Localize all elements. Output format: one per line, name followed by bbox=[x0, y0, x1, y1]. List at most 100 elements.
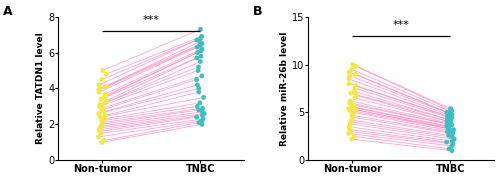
Point bbox=[352, 108, 360, 111]
Y-axis label: Relative TATDN1 level: Relative TATDN1 level bbox=[36, 33, 45, 144]
Point bbox=[197, 55, 205, 58]
Point bbox=[97, 132, 105, 135]
Point bbox=[447, 117, 455, 120]
Point bbox=[100, 139, 108, 142]
Point bbox=[448, 149, 456, 152]
Point bbox=[352, 94, 360, 97]
Point bbox=[348, 121, 356, 123]
Point bbox=[442, 141, 450, 143]
Point bbox=[448, 132, 456, 135]
Point bbox=[196, 101, 204, 104]
Point bbox=[444, 122, 452, 124]
Point bbox=[450, 128, 458, 131]
Point bbox=[352, 73, 360, 76]
Point bbox=[346, 125, 354, 128]
Y-axis label: Relative miR-26b level: Relative miR-26b level bbox=[280, 31, 289, 146]
Point bbox=[96, 116, 104, 119]
Text: B: B bbox=[252, 5, 262, 18]
Point bbox=[348, 119, 356, 122]
Point bbox=[95, 91, 103, 93]
Point bbox=[192, 116, 200, 119]
Point bbox=[346, 101, 354, 104]
Point bbox=[352, 65, 360, 68]
Point bbox=[99, 121, 107, 124]
Point bbox=[102, 100, 110, 102]
Point bbox=[196, 40, 203, 43]
Point bbox=[98, 123, 106, 126]
Point bbox=[194, 109, 202, 111]
Point bbox=[98, 125, 106, 128]
Point bbox=[196, 60, 204, 63]
Point bbox=[98, 119, 106, 122]
Point bbox=[95, 89, 103, 92]
Point bbox=[100, 118, 108, 120]
Point bbox=[99, 107, 107, 110]
Point bbox=[447, 119, 455, 122]
Point bbox=[194, 51, 202, 54]
Point bbox=[198, 75, 206, 77]
Point bbox=[446, 112, 454, 115]
Point bbox=[348, 68, 356, 71]
Point bbox=[448, 145, 456, 147]
Point bbox=[94, 136, 102, 138]
Point bbox=[349, 103, 357, 106]
Point bbox=[98, 141, 106, 144]
Point bbox=[350, 90, 358, 93]
Point bbox=[352, 84, 360, 87]
Point bbox=[196, 44, 203, 47]
Point bbox=[102, 92, 110, 95]
Point bbox=[351, 97, 359, 100]
Point bbox=[444, 125, 452, 128]
Point bbox=[347, 92, 355, 95]
Point bbox=[199, 118, 207, 120]
Point bbox=[446, 110, 454, 113]
Point bbox=[444, 130, 452, 133]
Point bbox=[346, 109, 354, 112]
Point bbox=[196, 37, 204, 40]
Point bbox=[98, 109, 106, 111]
Point bbox=[346, 75, 354, 77]
Point bbox=[194, 83, 202, 86]
Point bbox=[102, 114, 110, 117]
Point bbox=[197, 49, 205, 52]
Point bbox=[446, 121, 454, 123]
Point bbox=[443, 120, 451, 122]
Point bbox=[96, 83, 104, 86]
Point bbox=[348, 114, 356, 117]
Point bbox=[449, 143, 457, 145]
Point bbox=[95, 112, 103, 115]
Point bbox=[448, 136, 456, 139]
Point bbox=[194, 87, 202, 90]
Point bbox=[100, 110, 108, 113]
Point bbox=[346, 100, 354, 102]
Point bbox=[194, 46, 202, 49]
Point bbox=[348, 138, 356, 141]
Point bbox=[446, 107, 454, 110]
Point bbox=[195, 121, 203, 124]
Point bbox=[444, 115, 452, 118]
Point bbox=[194, 66, 202, 68]
Point bbox=[198, 107, 206, 110]
Point bbox=[448, 140, 456, 143]
Point bbox=[448, 123, 456, 126]
Point bbox=[352, 87, 360, 90]
Point bbox=[345, 82, 353, 85]
Point bbox=[444, 126, 452, 129]
Text: ***: *** bbox=[393, 20, 410, 30]
Point bbox=[350, 111, 358, 114]
Point bbox=[350, 106, 358, 109]
Point bbox=[448, 109, 456, 112]
Point bbox=[445, 147, 453, 150]
Point bbox=[195, 91, 203, 93]
Point bbox=[102, 73, 110, 76]
Point bbox=[193, 57, 201, 59]
Point bbox=[198, 110, 206, 113]
Point bbox=[348, 105, 356, 108]
Point bbox=[97, 98, 105, 101]
Point bbox=[96, 87, 104, 90]
Point bbox=[346, 71, 354, 74]
Point bbox=[98, 69, 106, 72]
Point bbox=[102, 94, 110, 97]
Point bbox=[344, 132, 352, 135]
Point bbox=[200, 112, 208, 115]
